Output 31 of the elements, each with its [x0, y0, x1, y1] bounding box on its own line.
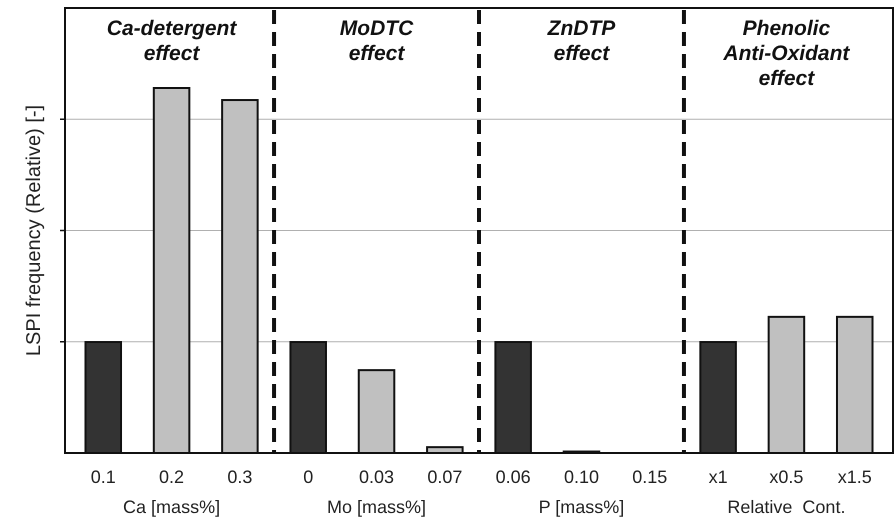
bar: [768, 316, 806, 454]
bar: [426, 446, 464, 454]
bar: [221, 99, 259, 454]
y-axis-title: LSPI frequency (Relative) [-]: [23, 104, 45, 356]
bar: [84, 341, 122, 454]
text: P [mass%]: [538, 497, 624, 517]
x-tick-label: 0.3: [227, 467, 252, 487]
text: Relative Cont.: [727, 497, 846, 517]
x-tick-label: 0.15: [632, 467, 668, 487]
x-tick-label: 0.10: [564, 467, 599, 487]
x-tick-label: 0.07: [427, 467, 462, 487]
text: Ca-detergent effect: [106, 17, 238, 65]
x-tick-label: x1.5: [838, 467, 872, 487]
annotation: Phenolic Anti-Oxidant effect: [722, 17, 850, 90]
bar: [358, 369, 396, 454]
x-tick-label: 0.2: [159, 467, 184, 487]
bar: [699, 341, 737, 454]
x-tick-label: 0.03: [359, 467, 394, 487]
x-tick-label: 0.06: [496, 467, 531, 487]
x-tick-label: 0: [303, 467, 314, 487]
bar: [152, 87, 190, 454]
x-tick-label: x0.5: [769, 467, 804, 487]
x-tick-label: 0.1: [90, 467, 116, 487]
text: Ca [mass%]: [123, 497, 220, 517]
text: MoDTC effect: [340, 17, 414, 65]
text: Mo [mass%]: [327, 497, 426, 517]
bar: [836, 316, 874, 454]
bar: [494, 341, 532, 454]
x-tick-label: x1: [708, 467, 728, 487]
text: ZnDTP effect: [546, 17, 616, 65]
bar: [289, 341, 327, 454]
